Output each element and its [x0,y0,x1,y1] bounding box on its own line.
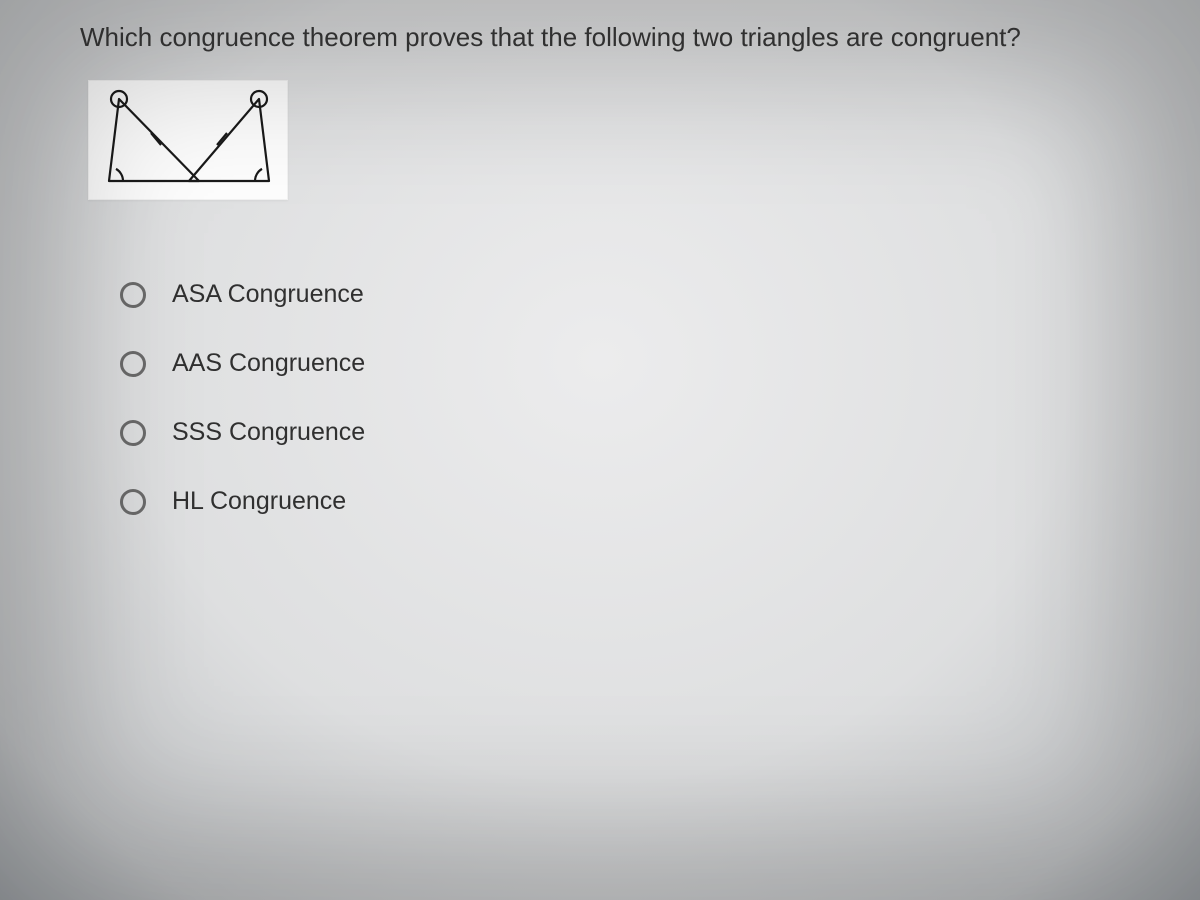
radio-icon [120,282,146,308]
option-aas[interactable]: AAS Congruence [120,349,365,378]
question-text: Which congruence theorem proves that the… [80,20,1140,55]
option-label: ASA Congruence [172,280,364,309]
option-asa[interactable]: ASA Congruence [120,280,365,309]
radio-icon [120,351,146,377]
option-label: AAS Congruence [172,349,365,378]
option-label: SSS Congruence [172,418,365,447]
option-label: HL Congruence [172,487,346,516]
option-sss[interactable]: SSS Congruence [120,418,365,447]
options-list: ASA Congruence AAS Congruence SSS Congru… [120,280,365,516]
radio-icon [120,489,146,515]
triangles-figure [88,80,288,200]
option-hl[interactable]: HL Congruence [120,487,365,516]
radio-icon [120,420,146,446]
